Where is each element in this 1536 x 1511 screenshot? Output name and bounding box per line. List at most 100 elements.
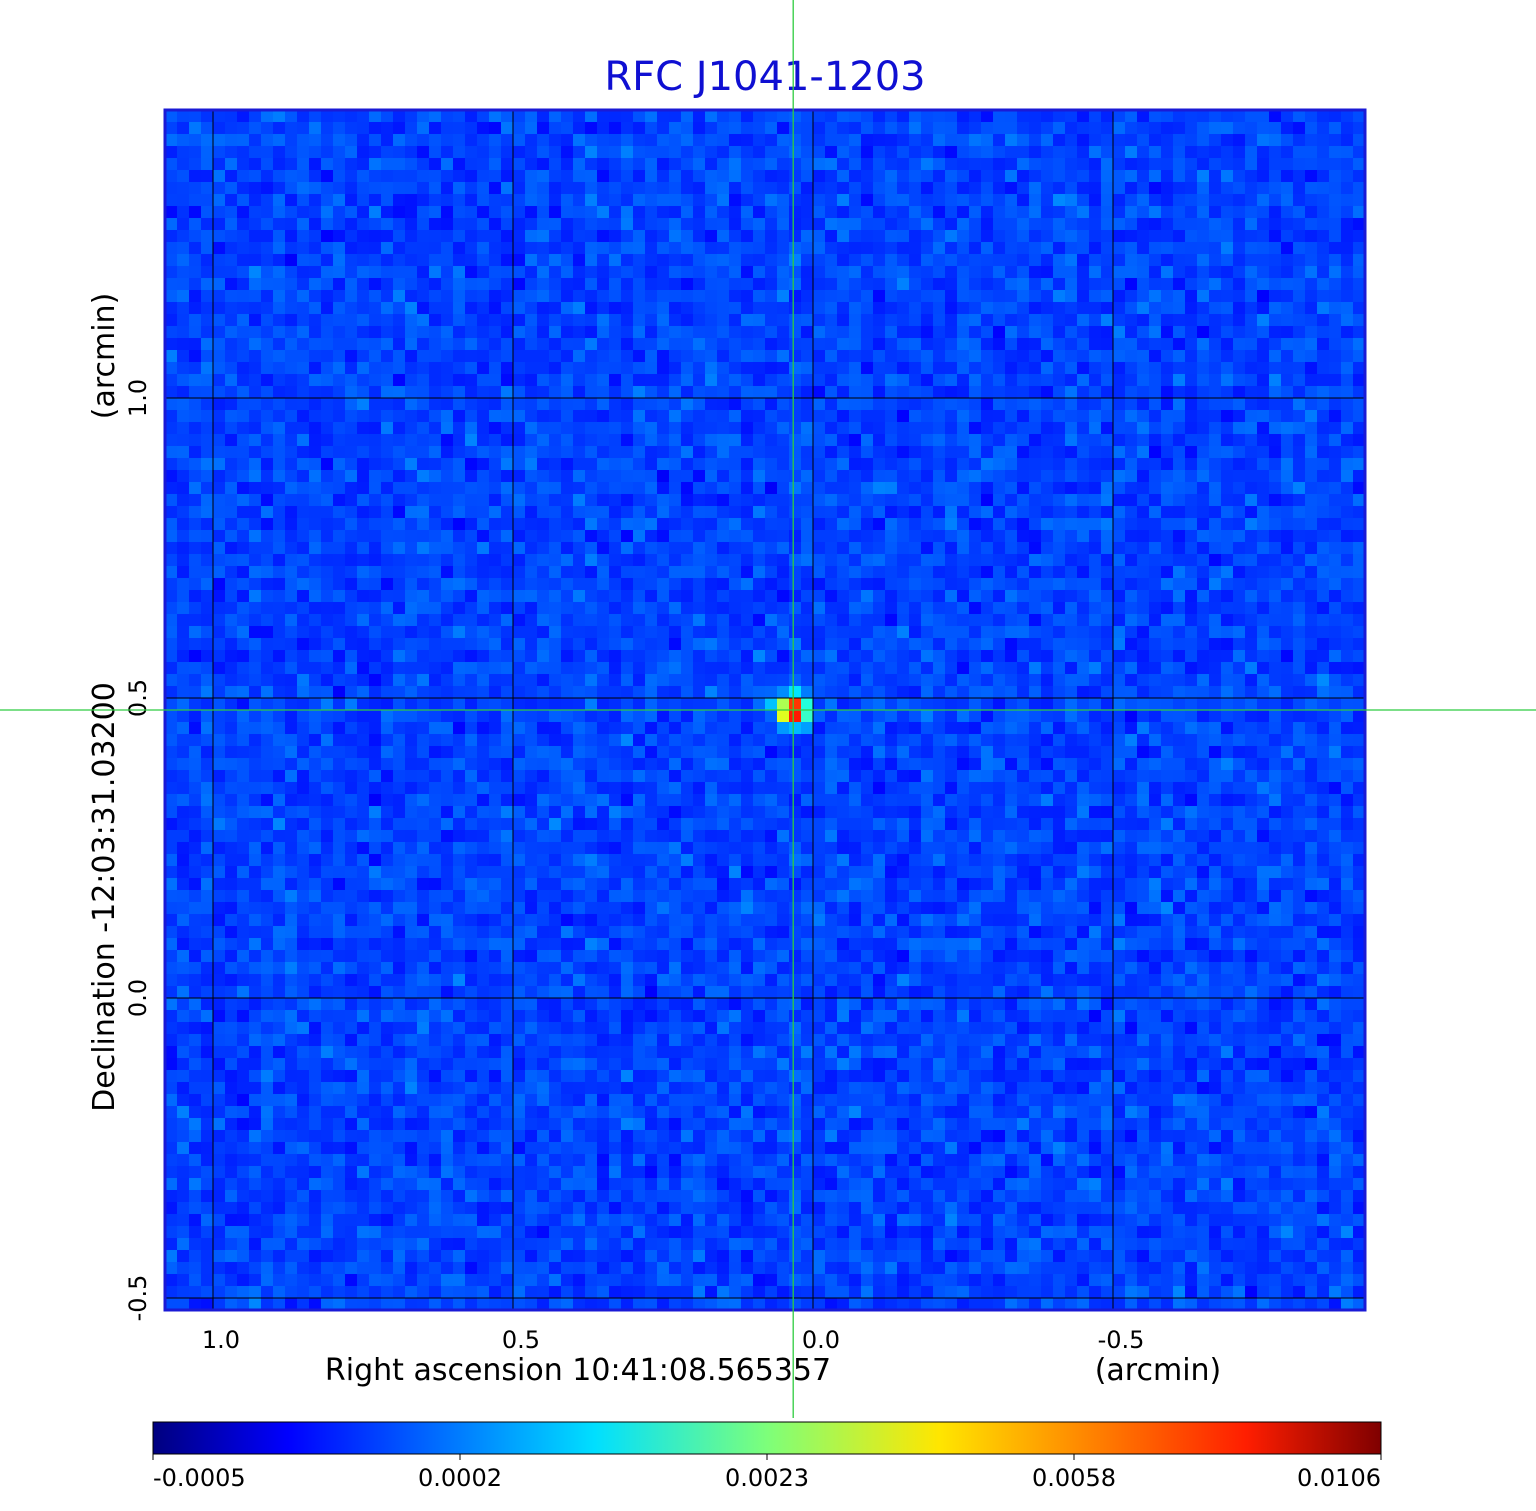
image-pixel [1221,362,1234,375]
image-pixel [1029,518,1042,531]
image-pixel [537,350,550,363]
image-pixel [1185,410,1198,423]
image-pixel [189,602,202,615]
image-pixel [441,326,454,339]
image-pixel [417,290,430,303]
image-pixel [753,638,766,651]
image-pixel [1221,422,1234,435]
image-pixel [1053,434,1066,447]
image-pixel [333,494,346,507]
image-pixel [261,614,274,627]
image-pixel [1149,554,1162,567]
image-pixel [1113,134,1126,147]
image-pixel [1269,638,1282,651]
image-pixel [1341,398,1354,411]
image-pixel [285,338,298,351]
image-pixel [285,590,298,603]
image-pixel [285,398,298,411]
image-pixel [1113,278,1126,291]
image-pixel [741,518,754,531]
image-pixel [333,278,346,291]
image-pixel [765,518,778,531]
image-pixel [465,290,478,303]
image-pixel [165,470,178,483]
image-pixel [1305,338,1318,351]
image-pixel [609,374,622,387]
image-pixel [693,494,706,507]
image-pixel [561,434,574,447]
image-pixel [513,266,526,279]
image-pixel [429,686,442,699]
image-pixel [789,446,802,459]
image-pixel [1017,278,1030,291]
image-pixel [681,494,694,507]
image-pixel [1353,242,1366,255]
image-pixel [633,506,646,519]
image-pixel [381,242,394,255]
image-pixel [753,674,766,687]
image-pixel [1173,254,1186,267]
image-pixel [1281,566,1294,579]
image-pixel [441,170,454,183]
image-pixel [201,506,214,519]
image-pixel [1089,278,1102,291]
image-pixel [465,494,478,507]
image-pixel [405,458,418,471]
image-pixel [369,122,382,135]
image-pixel [1305,698,1318,711]
image-pixel [261,686,274,699]
image-pixel [477,254,490,267]
image-pixel [225,374,238,387]
image-pixel [1317,470,1330,483]
image-pixel [345,290,358,303]
image-pixel [861,650,874,663]
image-pixel [261,602,274,615]
image-pixel [1017,674,1030,687]
image-pixel [381,542,394,555]
image-pixel [1353,254,1366,267]
image-pixel [1209,290,1222,303]
image-pixel [705,374,718,387]
image-pixel [489,590,502,603]
image-pixel [489,242,502,255]
image-pixel [393,626,406,639]
image-pixel [585,614,598,627]
image-pixel [417,602,430,615]
image-pixel [225,242,238,255]
image-pixel [453,242,466,255]
image-pixel [669,590,682,603]
image-pixel [417,338,430,351]
image-pixel [897,146,910,159]
image-pixel [1269,386,1282,399]
image-pixel [201,398,214,411]
image-pixel [1305,362,1318,375]
image-pixel [297,230,310,243]
image-pixel [837,638,850,651]
image-pixel [441,146,454,159]
image-pixel [297,434,310,447]
image-pixel [753,206,766,219]
image-pixel [525,266,538,279]
image-pixel [1353,578,1366,591]
image-pixel [309,302,322,315]
image-pixel [633,290,646,303]
image-pixel [1329,398,1342,411]
image-pixel [1017,206,1030,219]
image-pixel [1065,218,1078,231]
image-pixel [777,170,790,183]
image-pixel [261,398,274,411]
image-pixel [273,338,286,351]
image-pixel [693,506,706,519]
image-pixel [1161,326,1174,339]
image-pixel [597,398,610,411]
image-pixel [1281,218,1294,231]
image-pixel [945,338,958,351]
image-pixel [861,386,874,399]
image-pixel [585,362,598,375]
image-pixel [657,554,670,567]
image-pixel [837,206,850,219]
image-pixel [693,158,706,171]
image-pixel [669,326,682,339]
image-pixel [765,578,778,591]
image-pixel [309,110,322,123]
